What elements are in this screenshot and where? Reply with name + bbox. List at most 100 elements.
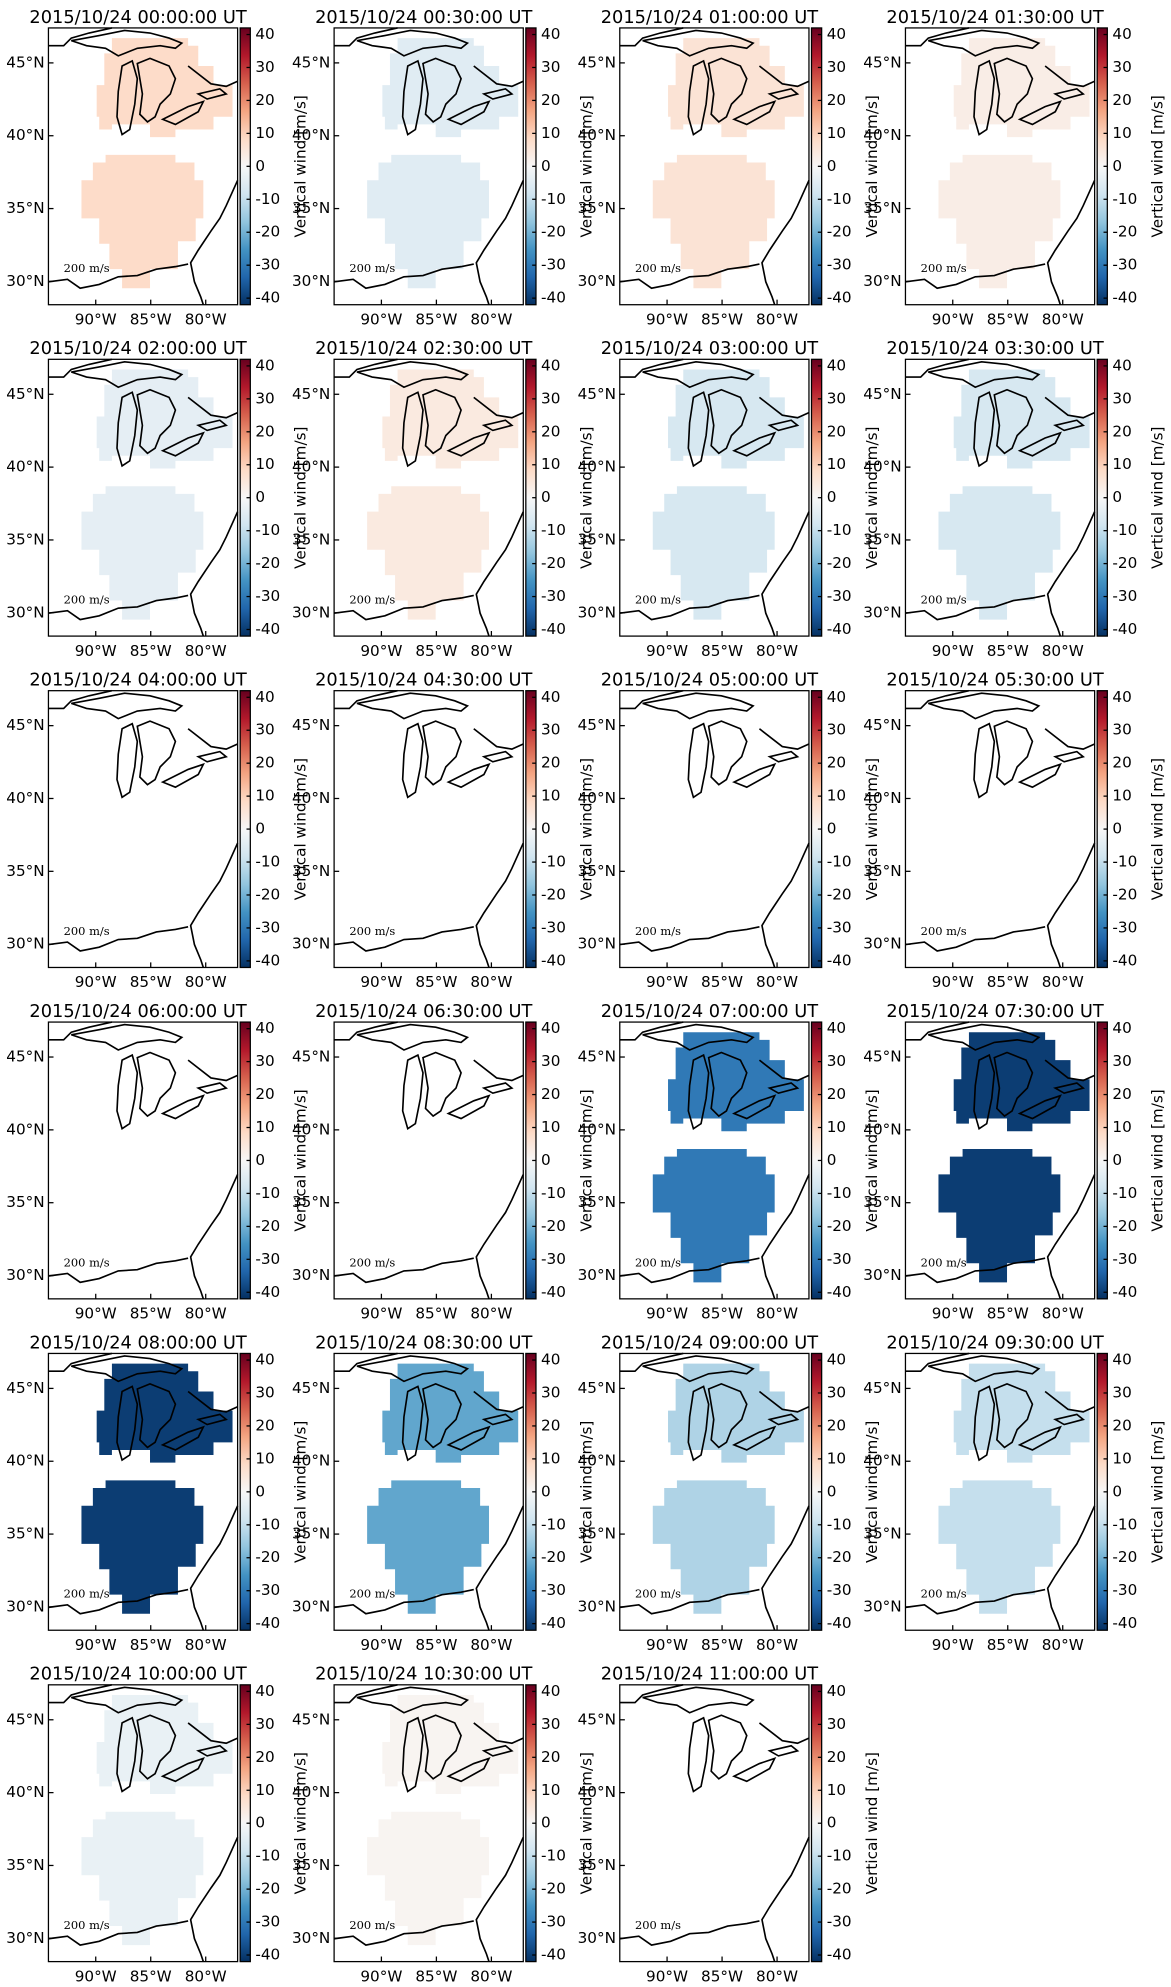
colorbar-tick-label: 0 (541, 820, 551, 838)
x-tick-label: 85°W (987, 642, 1029, 660)
arrow-scale: 200 m/s (349, 1918, 395, 1932)
colorbar-tick-label: -40 (255, 1283, 280, 1301)
colorbar-tick-label: 10 (1112, 1118, 1131, 1136)
colorbar-tick-label: -30 (255, 1913, 280, 1931)
y-tick-label: 30°N (292, 1266, 330, 1284)
x-tick-label: 85°W (701, 1967, 743, 1985)
y-tick-label: 40°N (578, 126, 616, 144)
colorbar-tick-label: 10 (255, 1118, 274, 1136)
arrow-scale: 200 m/s (635, 1918, 681, 1932)
wind-region (938, 154, 1061, 289)
x-tick-label: 90°W (932, 310, 974, 328)
map-panel: 2015/10/24 07:30:00 UT 200 m/s 90°W 85°W 80°… (863, 1002, 1166, 1323)
colorbar-tick-label: 20 (1112, 1416, 1131, 1434)
y-tick-label: 30°N (6, 272, 44, 290)
colorbar-label: Vertical wind [m/s] (577, 427, 595, 569)
y-tick-label: 40°N (6, 789, 44, 807)
wind-region (652, 154, 775, 289)
colorbar-label: Vertical wind [m/s] (1149, 1089, 1167, 1231)
map-panel: 2015/10/24 10:00:00 UT 200 m/s 90°W 85°W 80°… (6, 1665, 309, 1986)
map-panel: 2015/10/24 10:30:00 UT 200 m/s 90°W 85°W 80°… (292, 1665, 595, 1986)
x-tick-label: 85°W (130, 1636, 172, 1654)
colorbar-tick-label: 10 (541, 787, 560, 805)
colorbar-tick-label: 20 (255, 1748, 274, 1766)
colorbar-tick-label: 40 (1112, 1019, 1131, 1037)
colorbar-tick-label: 0 (827, 157, 837, 175)
panel-title: 2015/10/24 08:30:00 UT (315, 1333, 532, 1353)
y-tick-label: 45°N (863, 53, 901, 71)
x-tick-label: 80°W (1042, 310, 1084, 328)
map-panel: 2015/10/24 00:30:00 UT 200 m/s 90°W 85°W 80°… (292, 8, 595, 329)
colorbar-tick-label: 30 (827, 58, 846, 76)
y-tick-label: 35°N (863, 199, 901, 217)
colorbar-tick-label: 20 (827, 754, 846, 772)
colorbar-tick-label: 30 (1112, 1383, 1131, 1401)
colorbar-tick-label: 40 (255, 1351, 274, 1369)
colorbar-tick-label: 0 (827, 488, 837, 506)
map-panel: 2015/10/24 06:30:00 UT 200 m/s 90°W 85°W 80°… (292, 1002, 595, 1323)
colorbar-label: Vertical wind [m/s] (577, 1421, 595, 1563)
colorbar-tick-label: 0 (255, 820, 265, 838)
x-tick-label: 85°W (415, 642, 457, 660)
colorbar-tick-label: 20 (827, 422, 846, 440)
colorbar-tick-label: -10 (255, 1515, 280, 1533)
colorbar-tick-label: 20 (541, 754, 560, 772)
y-tick-label: 40°N (578, 458, 616, 476)
colorbar-tick-label: 20 (541, 1416, 560, 1434)
panel-title: 2015/10/24 01:30:00 UT (886, 8, 1103, 28)
colorbar-label: Vertical wind [m/s] (1149, 1421, 1167, 1563)
y-tick-label: 45°N (6, 385, 44, 403)
y-tick-label: 35°N (578, 199, 616, 217)
colorbar-tick-label: 0 (827, 1482, 837, 1500)
colorbar-tick-label: 0 (827, 820, 837, 838)
colorbar-tick-label: -30 (827, 918, 852, 936)
wind-region (81, 486, 204, 620)
colorbar-tick-label: -40 (255, 620, 280, 638)
colorbar-tick-label: -30 (541, 1581, 566, 1599)
colorbar-tick-label: -40 (1112, 620, 1137, 638)
panel-title: 2015/10/24 08:00:00 UT (29, 1333, 246, 1353)
y-tick-label: 40°N (292, 458, 330, 476)
map-panel: 2015/10/24 03:30:00 UT 200 m/s 90°W 85°W 80°… (863, 339, 1166, 660)
colorbar-tick-label: 10 (541, 124, 560, 142)
arrow-scale: 200 m/s (64, 1587, 110, 1601)
colorbar-tick-label: 30 (255, 389, 274, 407)
colorbar-tick-label: -10 (827, 1847, 852, 1865)
wind-region (652, 486, 775, 620)
arrow-scale: 200 m/s (64, 924, 110, 938)
panel-title: 2015/10/24 06:30:00 UT (315, 1002, 532, 1022)
colorbar-label: Vertical wind [m/s] (292, 427, 310, 569)
axes-border (904, 690, 1096, 969)
colorbar-tick-label: 20 (827, 1085, 846, 1103)
colorbar-tick-label: 10 (827, 1781, 846, 1799)
y-tick-label: 35°N (292, 862, 330, 880)
colorbar-tick-label: -40 (827, 1283, 852, 1301)
x-tick-label: 80°W (756, 642, 798, 660)
colorbar-tick-label: 0 (541, 488, 551, 506)
colorbar-tick-label: 40 (1112, 25, 1131, 43)
colorbar-tick-label: -10 (541, 853, 566, 871)
colorbar-tick-label: 0 (541, 1814, 551, 1832)
colorbar-tick-label: 20 (1112, 422, 1131, 440)
colorbar-label: Vertical wind [m/s] (577, 758, 595, 900)
colorbar-tick-label: -30 (827, 1913, 852, 1931)
x-tick-label: 80°W (756, 1967, 798, 1985)
colorbar-tick-label: -20 (541, 885, 566, 903)
axes-border (333, 1021, 524, 1300)
panel-title: 2015/10/24 04:30:00 UT (315, 671, 532, 691)
colorbar-tick-label: -20 (255, 885, 280, 903)
x-tick-label: 85°W (987, 973, 1029, 991)
colorbar-tick-label: -30 (541, 918, 566, 936)
y-tick-label: 30°N (863, 603, 901, 621)
x-tick-label: 80°W (185, 1305, 227, 1323)
x-tick-label: 90°W (75, 642, 117, 660)
colorbar-tick-label: 30 (541, 1715, 560, 1733)
y-tick-label: 45°N (863, 1379, 901, 1397)
y-tick-label: 35°N (863, 530, 901, 548)
colorbar-tick-label: -10 (255, 190, 280, 208)
colorbar-tick-label: 20 (255, 422, 274, 440)
y-tick-label: 45°N (578, 1379, 616, 1397)
axes-frame (619, 1684, 809, 1962)
y-tick-label: 40°N (863, 1120, 901, 1138)
y-tick-label: 40°N (578, 1452, 616, 1470)
